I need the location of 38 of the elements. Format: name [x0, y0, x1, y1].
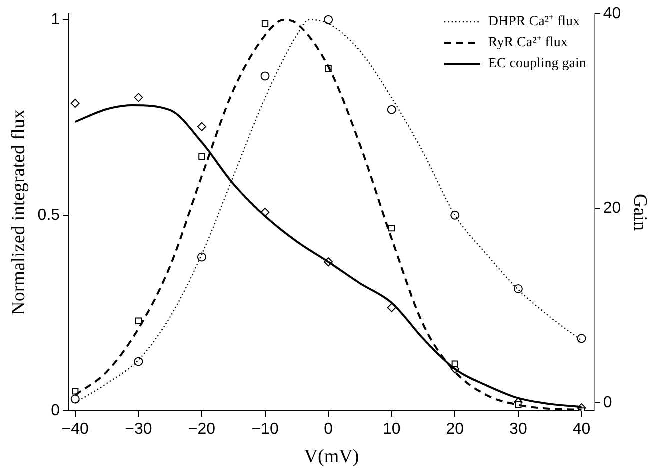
point	[514, 284, 523, 294]
point	[260, 72, 270, 81]
point	[388, 225, 396, 232]
x-tick-label: −10	[252, 421, 279, 438]
point	[70, 394, 80, 404]
legend-label: RyR Ca²⁺ flux	[488, 36, 568, 51]
point	[387, 105, 396, 114]
point	[197, 252, 206, 262]
y-tick-label: 1	[51, 11, 60, 28]
point	[262, 20, 269, 28]
point	[577, 334, 586, 344]
point	[324, 15, 334, 24]
point	[198, 153, 206, 160]
y-tick-label: 0	[51, 402, 60, 420]
x-tick-label: −30	[125, 421, 152, 438]
y-axis-title: Normalized integrated flux	[8, 109, 30, 316]
y2-tick-label: 40	[603, 5, 622, 22]
point	[450, 210, 460, 220]
legend-label: EC coupling gain	[488, 56, 586, 72]
point	[70, 99, 80, 108]
legend-label: DHPR Ca²⁺ flux	[488, 14, 580, 30]
point	[197, 122, 206, 132]
point	[135, 318, 142, 324]
x-tick-label: 40	[572, 421, 591, 438]
point	[134, 357, 144, 366]
x-tick-label: 20	[446, 421, 464, 438]
x-tick-label: 10	[382, 421, 401, 438]
y2-tick-label: 0	[603, 394, 612, 412]
point	[134, 93, 144, 102]
y2-axis-title: Gain	[630, 194, 651, 232]
x-tick-label: 0	[324, 421, 334, 438]
point	[452, 360, 458, 368]
y-tick-label: 0.5	[38, 206, 60, 224]
x-tick-label: −20	[188, 421, 216, 438]
x-axis-title: V(mV)	[304, 446, 360, 468]
y2-tick-label: 20	[603, 200, 622, 218]
x-tick-label: 30	[510, 421, 528, 438]
x-tick-label: −40	[62, 421, 90, 438]
